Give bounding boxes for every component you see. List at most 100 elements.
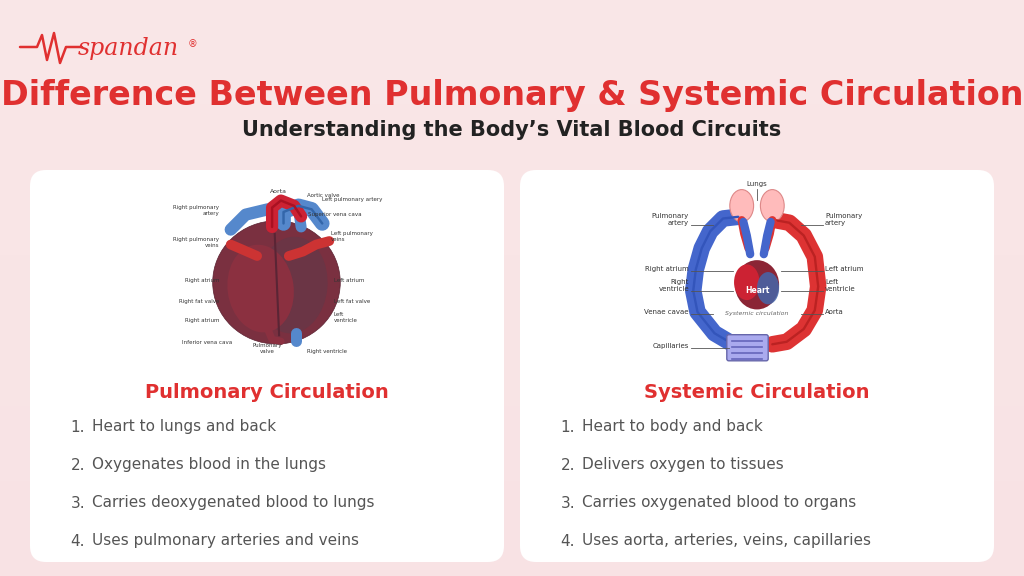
Bar: [0, 471, 1024, 472]
Bar: [0, 559, 1024, 560]
Bar: [0, 528, 1024, 529]
Bar: [0, 78, 1024, 79]
Bar: [0, 321, 1024, 322]
Bar: [0, 312, 1024, 313]
Bar: [0, 124, 1024, 125]
Bar: [0, 159, 1024, 160]
Bar: [0, 536, 1024, 537]
Bar: [0, 304, 1024, 305]
Bar: [0, 93, 1024, 94]
Bar: [0, 359, 1024, 360]
Bar: [0, 184, 1024, 185]
Bar: [0, 188, 1024, 189]
Bar: [0, 138, 1024, 139]
Bar: [0, 63, 1024, 64]
Bar: [0, 182, 1024, 183]
Bar: [0, 229, 1024, 230]
Bar: [0, 196, 1024, 197]
Bar: [0, 174, 1024, 175]
Bar: [0, 272, 1024, 273]
Bar: [0, 46, 1024, 47]
Bar: [0, 307, 1024, 308]
Bar: [0, 253, 1024, 254]
Bar: [0, 102, 1024, 103]
Bar: [0, 59, 1024, 60]
Bar: [0, 195, 1024, 196]
Text: Right fat valve: Right fat valve: [179, 298, 219, 304]
Bar: [0, 43, 1024, 44]
Text: Pulmonary Circulation: Pulmonary Circulation: [145, 382, 389, 401]
Bar: [0, 464, 1024, 465]
Bar: [0, 248, 1024, 249]
Bar: [0, 421, 1024, 422]
Bar: [0, 574, 1024, 575]
Bar: [0, 29, 1024, 30]
Bar: [0, 223, 1024, 224]
Bar: [0, 66, 1024, 67]
Bar: [0, 269, 1024, 270]
Bar: [0, 383, 1024, 384]
Text: Systemic circulation: Systemic circulation: [725, 311, 788, 316]
Bar: [0, 130, 1024, 131]
Bar: [0, 287, 1024, 288]
Bar: [0, 568, 1024, 569]
Bar: [0, 90, 1024, 91]
Bar: [0, 144, 1024, 145]
Bar: [0, 257, 1024, 258]
Bar: [0, 407, 1024, 408]
Text: 4.: 4.: [71, 533, 85, 548]
Bar: [0, 413, 1024, 414]
Bar: [0, 483, 1024, 484]
Bar: [0, 532, 1024, 533]
Bar: [0, 270, 1024, 271]
Bar: [0, 28, 1024, 29]
Bar: [0, 487, 1024, 488]
Bar: [0, 399, 1024, 400]
Bar: [0, 0, 1024, 1]
Bar: [0, 40, 1024, 41]
Bar: [0, 37, 1024, 38]
Text: Left atrium: Left atrium: [825, 266, 863, 272]
Bar: [0, 132, 1024, 133]
Bar: [0, 350, 1024, 351]
Bar: [0, 376, 1024, 377]
Bar: [0, 479, 1024, 480]
Bar: [0, 25, 1024, 26]
Bar: [0, 271, 1024, 272]
Bar: [0, 306, 1024, 307]
Bar: [0, 549, 1024, 550]
Text: Left pulmonary
veins: Left pulmonary veins: [331, 231, 373, 242]
Bar: [0, 317, 1024, 318]
Bar: [0, 126, 1024, 127]
Bar: [0, 154, 1024, 155]
Bar: [0, 486, 1024, 487]
Bar: [0, 173, 1024, 174]
Bar: [0, 190, 1024, 191]
Bar: [0, 246, 1024, 247]
Bar: [0, 434, 1024, 435]
Bar: [0, 131, 1024, 132]
Bar: [0, 439, 1024, 440]
Bar: [0, 107, 1024, 108]
Bar: [0, 228, 1024, 229]
Bar: [0, 261, 1024, 262]
Text: 1.: 1.: [560, 419, 575, 434]
Bar: [0, 356, 1024, 357]
Bar: [0, 334, 1024, 335]
Bar: [0, 468, 1024, 469]
Bar: [0, 349, 1024, 350]
Bar: [0, 57, 1024, 58]
Bar: [0, 495, 1024, 496]
Text: Aortic valve: Aortic valve: [307, 193, 340, 198]
Bar: [0, 530, 1024, 531]
Bar: [0, 416, 1024, 417]
Bar: [0, 318, 1024, 319]
Bar: [0, 363, 1024, 364]
Bar: [0, 567, 1024, 568]
Bar: [0, 346, 1024, 347]
Text: Right atrium: Right atrium: [184, 278, 219, 283]
Bar: [0, 50, 1024, 51]
Bar: [0, 295, 1024, 296]
Bar: [0, 403, 1024, 404]
Bar: [0, 157, 1024, 158]
